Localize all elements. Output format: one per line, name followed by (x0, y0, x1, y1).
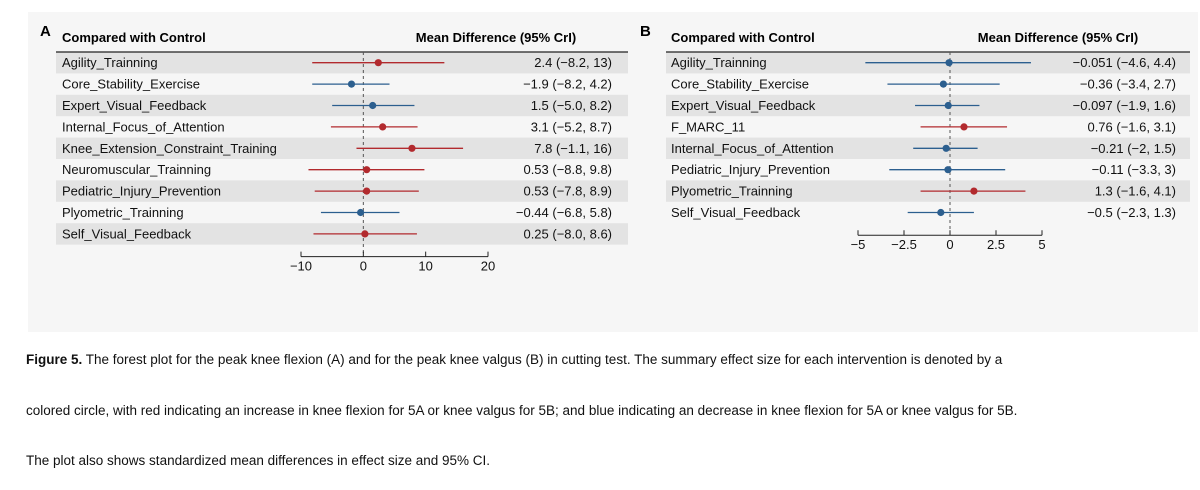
panel-a-row-label: Plyometric_Trainning (62, 205, 184, 220)
panel-b-point-estimate (960, 123, 968, 131)
figure-label: Figure 5. (26, 352, 83, 367)
panel-a-row-value: 1.5 (−5.0, 8.2) (531, 98, 612, 113)
panel-b-row-label: Pediatric_Injury_Prevention (671, 162, 830, 177)
panel-b-point-estimate (970, 187, 978, 195)
caption-line-1: Figure 5. The forest plot for the peak k… (26, 352, 1186, 367)
panel-a-letter: A (40, 23, 51, 40)
panel-b-x-tick-label: 0 (946, 237, 953, 252)
panel-b-row-value: −0.051 (−4.6, 4.4) (1073, 55, 1176, 70)
panel-a-point-estimate (369, 101, 377, 110)
panel-b-row-label: Expert_Visual_Feedback (671, 98, 816, 113)
panel-a-row-label: Pediatric_Injury_Prevention (62, 184, 221, 199)
panel-a-point-estimate (374, 59, 382, 67)
panel-a-x-tick-label: 10 (418, 259, 432, 274)
panel-b-row-value: −0.36 (−3.4, 2.7) (1080, 77, 1176, 92)
panel-a-row-label: Knee_Extension_Constraint_Training (62, 141, 277, 156)
panel-b-row-label: Agility_Trainning (671, 55, 767, 70)
panel-a-header-left: Compared with Control (62, 30, 206, 45)
panel-a-x-tick-label: 0 (360, 259, 367, 274)
panel-a-point-estimate (379, 123, 387, 131)
panel-a-row-value: 3.1 (−5.2, 8.7) (531, 119, 612, 134)
panel-b-x-tick-label: −5 (851, 237, 866, 252)
panel-b-row-label: Core_Stability_Exercise (671, 77, 809, 92)
figure-panel: A Compared with Control Mean Difference (9… (28, 12, 1198, 332)
panel-b-row-value: −0.21 (−2, 1.5) (1091, 141, 1176, 156)
panel-b-point-estimate (942, 144, 950, 152)
panel-b-point-estimate (944, 166, 952, 174)
panel-b-row-label: Self_Visual_Feedback (671, 205, 801, 220)
panel-b-point-estimate (939, 80, 947, 88)
panel-a-row-label: Expert_Visual_Feedback (62, 98, 207, 113)
panel-a-row-value: 0.53 (−8.8, 9.8) (523, 162, 612, 177)
panel-a-point-estimate (363, 187, 371, 195)
panel-b-x-tick-label: −2.5 (891, 237, 917, 252)
panel-b-letter: B (640, 23, 651, 40)
panel-b-row-value: −0.11 (−3.3, 3) (1092, 162, 1176, 177)
panel-a-row-value: 0.53 (−7.8, 8.9) (523, 184, 612, 199)
panel-a-x-tick-label: −10 (290, 259, 312, 274)
panel-a-point-estimate (347, 80, 356, 88)
panel-a-header-right: Mean Difference (95% CrI) (416, 30, 576, 45)
panel-b-row-label: Internal_Focus_of_Attention (671, 141, 834, 156)
panel-a-row-band (56, 137, 628, 159)
caption-line-2: colored circle, with red indicating an i… (26, 403, 1018, 418)
panel-b-header-left: Compared with Control (671, 30, 815, 45)
panel-b-x-tick-label: 5 (1038, 237, 1045, 252)
panel-b-header-right: Mean Difference (95% CrI) (978, 30, 1138, 45)
panel-a-row-value: −0.44 (−6.8, 5.8) (516, 205, 612, 220)
panel-a-row-value: −1.9 (−8.2, 4.2) (523, 77, 612, 92)
panel-b-row-label: Plyometric_Trainning (671, 184, 793, 199)
caption-text-1: The forest plot for the peak knee flexio… (82, 352, 1003, 367)
panel-b-point-estimate (944, 101, 952, 110)
panel-b-row-value: −0.5 (−2.3, 1.3) (1087, 205, 1176, 220)
panel-a-point-estimate (361, 230, 369, 238)
panel-a-row-value: 0.25 (−8.0, 8.6) (523, 226, 612, 241)
panel-b-point-estimate (945, 59, 953, 67)
panel-a-row-label: Agility_Trainning (62, 55, 158, 70)
panel-a-row-label: Self_Visual_Feedback (62, 226, 192, 241)
panel-a-row-value: 7.8 (−1.1, 16) (534, 141, 612, 156)
caption-line-3: The plot also shows standardized mean di… (26, 453, 491, 468)
panel-b-row-label: F_MARC_11 (671, 119, 745, 134)
panel-b-row-value: 1.3 (−1.6, 4.1) (1095, 184, 1176, 199)
panel-a-row-value: 2.4 (−8.2, 13) (534, 55, 612, 70)
panel-a-row-label: Neuromuscular_Trainning (62, 162, 211, 177)
panel-a-row-label: Internal_Focus_of_Attention (62, 119, 225, 134)
panel-b-row-value: 0.76 (−1.6, 3.1) (1087, 119, 1176, 134)
panel-a-x-tick-label: 20 (481, 259, 495, 274)
panel-a-point-estimate (363, 166, 371, 174)
forest-plot-figure: A Compared with Control Mean Difference (9… (40, 23, 1190, 274)
panel-a-point-estimate (356, 208, 365, 217)
panel-a-point-estimate (408, 144, 416, 152)
panel-b-row-value: −0.097 (−1.9, 1.6) (1073, 98, 1176, 113)
panel-a-row-label: Core_Stability_Exercise (62, 77, 200, 92)
panel-b-x-tick-label: 2.5 (987, 237, 1005, 252)
panel-b-point-estimate (937, 208, 945, 217)
